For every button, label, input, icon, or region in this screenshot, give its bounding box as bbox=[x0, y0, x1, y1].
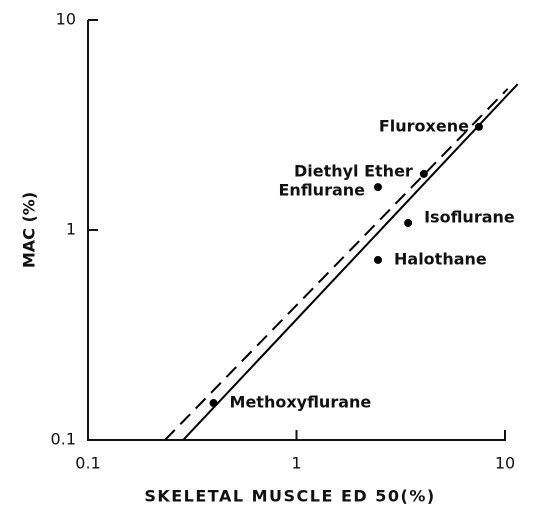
point-label: Fluroxene bbox=[379, 116, 469, 135]
fit-line bbox=[182, 83, 519, 440]
x-tick-label: 10 bbox=[495, 454, 515, 473]
data-point bbox=[374, 183, 383, 192]
point-label: Methoxyflurane bbox=[230, 393, 372, 412]
point-label: Diethyl Ether bbox=[294, 161, 413, 180]
x-tick-label: 1 bbox=[291, 454, 301, 473]
y-tick-label: 10 bbox=[56, 10, 76, 29]
data-point bbox=[474, 122, 483, 131]
data-point bbox=[209, 399, 218, 408]
y-tick-label: 0.1 bbox=[51, 430, 76, 449]
x-tick-label: 0.1 bbox=[75, 454, 100, 473]
fit-lines bbox=[164, 83, 519, 440]
point-label: Isoflurane bbox=[424, 207, 515, 226]
point-label: Halothane bbox=[394, 249, 487, 268]
data-point bbox=[404, 218, 413, 227]
fit-line bbox=[164, 88, 509, 440]
x-axis-label: SKELETAL MUSCLE ED 50(%) bbox=[144, 487, 435, 506]
data-point bbox=[419, 169, 428, 178]
data-point bbox=[374, 255, 383, 264]
point-label: Enflurane bbox=[279, 181, 366, 200]
y-axis-label: MAC (%) bbox=[20, 192, 39, 268]
y-tick-label: 1 bbox=[66, 220, 76, 239]
